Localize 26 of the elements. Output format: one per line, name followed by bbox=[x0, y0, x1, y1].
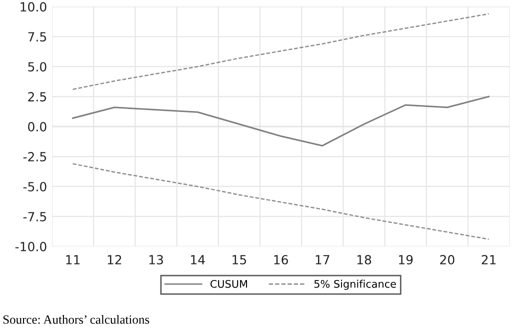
x-tick-label: 15 bbox=[232, 255, 246, 264]
y-tick-label: 7.5 bbox=[28, 32, 46, 42]
line-series bbox=[72, 96, 490, 146]
y-tick-label: 5.0 bbox=[28, 62, 46, 72]
x-tick-label: 19 bbox=[399, 254, 413, 264]
y-tick-label: 10.0 bbox=[20, 2, 46, 12]
y-tick-label: 0.0 bbox=[28, 122, 46, 132]
x-tick-label: 14 bbox=[191, 255, 205, 264]
legend-label: CUSUM bbox=[210, 280, 247, 288]
x-tick-label: 21 bbox=[482, 254, 496, 264]
line-series bbox=[72, 13, 490, 90]
x-tick-label: 13 bbox=[149, 254, 163, 264]
y-tick-label: 2.5 bbox=[28, 92, 46, 102]
legend-label: 5% Significance bbox=[314, 280, 396, 290]
x-tick-label: 20 bbox=[440, 254, 454, 264]
line-series bbox=[72, 163, 490, 240]
source-note: Source: Authors’ calculations bbox=[3, 315, 150, 324]
y-tick-label: -5.0 bbox=[23, 182, 46, 192]
x-tick-label: 12 bbox=[108, 254, 122, 264]
x-tick-label: 11 bbox=[66, 255, 80, 264]
x-tick-label: 16 bbox=[274, 254, 288, 264]
x-tick-label: 17 bbox=[316, 255, 330, 264]
x-tick-label: 18 bbox=[357, 254, 372, 264]
y-tick-label: -10.0 bbox=[15, 242, 46, 252]
y-tick-label: -2.5 bbox=[23, 152, 46, 162]
y-tick-label: -7.5 bbox=[23, 212, 46, 222]
